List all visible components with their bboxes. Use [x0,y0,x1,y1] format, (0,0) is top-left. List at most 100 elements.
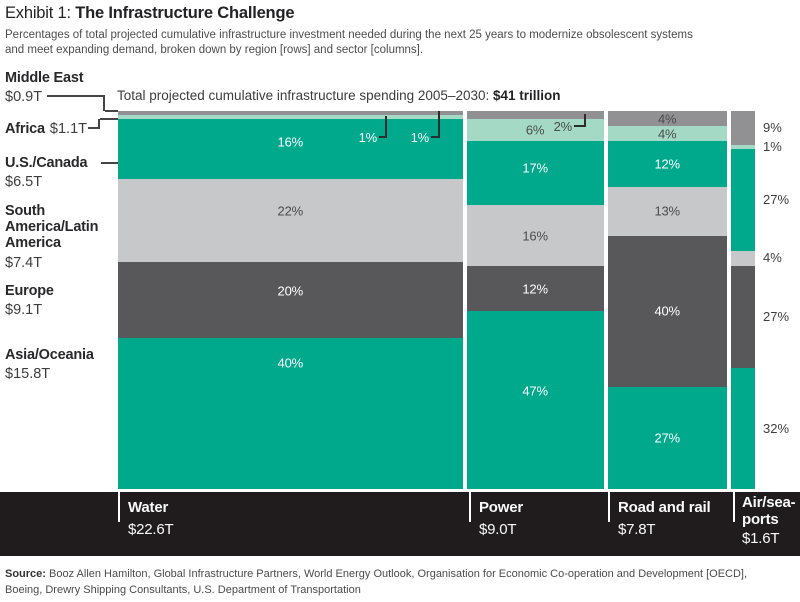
exhibit-title: The Infrastructure Challenge [75,4,295,22]
column-road-and-rail: 4% 4% 12% 13% 40% 27% [607,111,727,489]
connector-middle-east-end [105,110,118,112]
sector-label-airseaports: Air/sea-ports $1.6T [742,494,800,548]
segment-water-asia-oceania: 40% [118,337,463,489]
segment-road-and-rail-middle-east: 4% [607,111,727,127]
segment-air-sea-ports-europe [730,265,755,368]
callout-elbow-line [431,111,440,138]
region-label-asia-oceania: Asia/Oceania $15.8T [5,347,94,382]
segment-percent-label: 6% [525,122,545,138]
sector-total: $9.0T [479,521,517,538]
annotation-text: Total projected cumulative infrastructur… [117,88,493,103]
sector-name: Road and rail [618,499,711,516]
segment-air-sea-ports-south-america-latin-america [730,250,755,266]
segment-water-europe: 20% [118,262,463,338]
segment-road-and-rail-africa: 4% [607,126,727,142]
connector-middle-east [47,95,105,111]
segment-power-europe: 12% [466,265,604,312]
segment-road-and-rail-south-america-latin-america: 13% [607,186,727,236]
connector-africa-end [100,118,118,120]
segment-water-middle-east [118,111,463,115]
connector-us-canada [101,162,118,164]
chart-description-line2: and meet expanding demand, broken down b… [5,44,424,57]
region-label-south-america: South America/Latin America $7.4T [5,203,123,271]
segment-water-africa [118,114,463,119]
segment-power-asia-oceania: 47% [466,311,604,489]
region-value: $7.4T [5,254,43,271]
segment-percent-label: 16% [277,134,304,149]
region-name: Africa [5,121,45,137]
region-label-us-canada: U.S./Canada $6.5T [5,155,88,190]
region-value: $9.1T [5,302,43,319]
segment-percent-label: 22% [277,203,304,219]
region-name: Europe [5,283,54,299]
segment-power-middle-east [466,111,604,119]
segment-air-sea-ports-middle-east [730,111,755,146]
axis-tick-power [469,492,471,522]
segment-air-sea-ports-africa [730,145,755,149]
segment-percent-label: 16% [522,228,548,244]
segment-percent-label: 20% [277,283,304,299]
callout-label-power-middle-east: 2% [553,119,573,134]
segment-percent-label: 40% [277,355,304,371]
sector-axis-bar: Water $22.6T Power $9.0T Road and rail $… [0,492,800,556]
sector-total: $7.8T [618,521,656,538]
segment-road-and-rail-europe: 40% [607,235,727,387]
segment-percent-label-south-america-latin-america: 4% [763,250,782,266]
segment-road-and-rail-asia-oceania: 27% [607,386,727,489]
source-line1: Booz Allen Hamilton, Global Infrastructu… [49,568,748,580]
column-power: 6% 17% 16% 12% 47% [466,111,604,489]
region-name: U.S./Canada [5,155,88,171]
column-air-sea-ports [730,111,755,489]
source-label: Source: [5,568,50,580]
axis-tick-airseaports [733,492,735,522]
segment-percent-label-europe: 27% [763,309,790,324]
segment-percent-label: 40% [654,303,680,319]
segment-percent-label: 13% [654,203,680,219]
callout-elbow-line [574,114,586,127]
total-spending-annotation: Total projected cumulative infrastructur… [117,88,561,103]
region-value: $1.1T [49,121,87,137]
page-title: Exhibit 1: The Infrastructure Challenge [5,4,294,23]
segment-air-sea-ports-asia-oceania [730,367,755,489]
region-label-middle-east: Middle East $0.9T [5,70,84,106]
segment-power-africa: 6% [466,118,604,142]
sector-total: $1.6T [742,529,780,547]
segment-power-south-america-latin-america: 16% [466,205,604,266]
segment-water-u-s-canada: 16% [118,118,463,179]
source-note: Source: Booz Allen Hamilton, Global Infr… [5,567,747,599]
region-name: South America/Latin America [5,203,99,252]
segment-percent-label: 12% [522,281,548,297]
axis-tick-road-rail [608,492,610,522]
sector-name: Power [479,499,524,516]
sector-name: Air/sea-ports [742,494,796,528]
segment-percent-label: 4% [657,126,677,142]
region-name: Asia/Oceania [5,347,94,363]
segment-road-and-rail-u-s-canada: 12% [607,141,727,187]
region-value: $15.8T [5,366,51,383]
region-label-africa: Africa $1.1T [5,121,87,137]
sector-label-road-rail: Road and rail $7.8T [618,497,711,540]
connector-africa [88,119,100,129]
segment-percent-label-asia-oceania: 32% [763,420,790,436]
callout-label-water-middle-east: 1% [410,130,430,145]
segment-percent-label-u-s-canada: 27% [763,191,790,207]
sector-label-power: Power $9.0T [479,497,523,540]
segment-air-sea-ports-u-s-canada [730,148,755,251]
segment-percent-label: 27% [654,430,680,446]
callout-label-water-africa: 1% [358,130,378,145]
source-line2: Boeing, Drewry Shipping Consultants, U.S… [5,583,361,596]
sector-label-water: Water $22.6T [128,497,174,540]
segment-percent-label: 12% [654,156,680,172]
segment-percent-label: 4% [657,111,677,127]
region-name: Middle East [5,70,84,86]
sector-total: $22.6T [128,521,174,538]
segment-power-u-s-canada: 17% [466,141,604,206]
axis-tick-water [118,492,120,522]
mosaic-chart: 16% 22% 20% 40% 6% 17% 16% 12% 47% 4% 4% 12% 13% 40% 2… [118,111,789,489]
segment-percent-label-africa: 1% [763,138,782,154]
region-value: $0.9T [5,89,43,106]
segment-percent-label: 47% [522,383,548,399]
segment-water-south-america-latin-america: 22% [118,179,463,263]
column-water: 16% 22% 20% 40% [118,111,463,489]
